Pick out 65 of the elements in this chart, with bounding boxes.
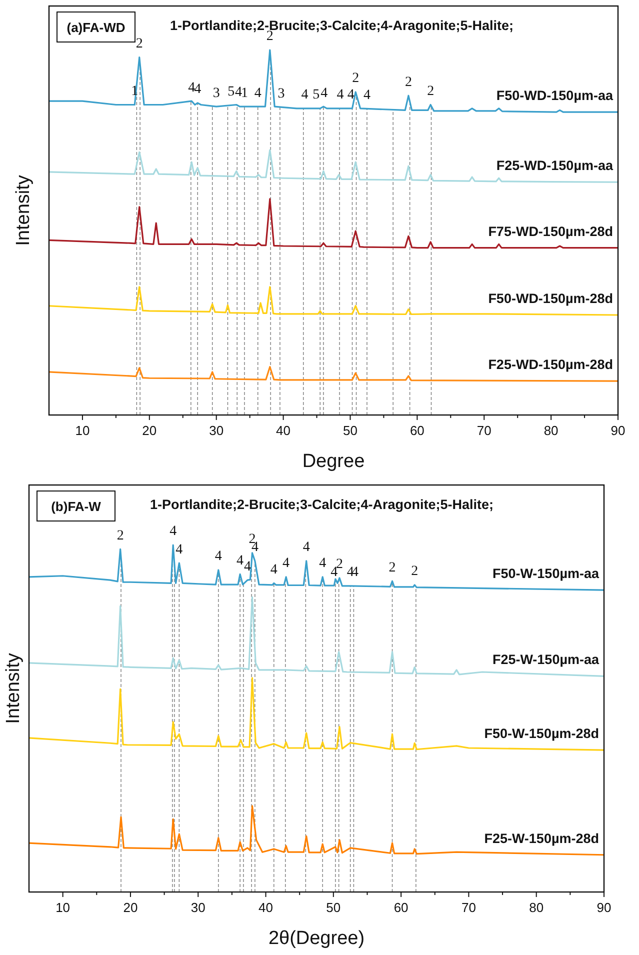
annotation: 2 bbox=[336, 557, 343, 572]
annotation: 5 bbox=[228, 84, 235, 100]
series-label: F25-W-150µm-28d bbox=[484, 830, 599, 846]
x-tick-label: 80 bbox=[529, 900, 544, 915]
annotation: 3 bbox=[212, 86, 220, 101]
chart-title: (a)FA-WD bbox=[66, 20, 126, 35]
annotation: 3 bbox=[278, 86, 285, 102]
x-tick-label: 90 bbox=[596, 900, 612, 915]
annotation: 4 bbox=[319, 556, 326, 572]
annotation: 2 bbox=[404, 74, 412, 90]
annotation: 4 bbox=[254, 86, 262, 101]
annotation: 4 bbox=[214, 549, 222, 564]
annotation: 1 bbox=[240, 86, 248, 101]
annotation: 4 bbox=[170, 524, 177, 540]
annotation: 2 bbox=[411, 564, 418, 580]
x-axis-title: 2θ(Degree) bbox=[268, 928, 365, 949]
x-tick-label: 20 bbox=[123, 900, 138, 915]
x-tick-label: 70 bbox=[476, 423, 492, 438]
series-label: F50-W-150µm-aa bbox=[492, 566, 600, 582]
x-tick-label: 20 bbox=[142, 423, 157, 438]
annotation: 4 bbox=[336, 88, 344, 103]
annotation: 2 bbox=[427, 84, 434, 99]
x-axis-title: Degree bbox=[302, 451, 365, 472]
annotation: 4 bbox=[320, 86, 328, 102]
chart-title: (b)FA-W bbox=[51, 499, 102, 514]
x-tick-label: 70 bbox=[461, 900, 476, 915]
series-label: F25-W-150µm-aa bbox=[492, 652, 600, 668]
annotation: 4 bbox=[282, 556, 290, 572]
series-label: F50-W-150µm-28d bbox=[484, 726, 599, 742]
x-tick-label: 30 bbox=[190, 900, 206, 915]
series-label: F25-WD-150µm-aa bbox=[496, 158, 614, 174]
annotation: 4 bbox=[176, 542, 183, 558]
y-axis-title: Intensity bbox=[13, 174, 34, 246]
annotation: 4 bbox=[236, 553, 244, 568]
series-label: F25-WD-150µm-28d bbox=[488, 357, 613, 372]
annotation: 2 bbox=[116, 528, 124, 544]
annotation: 2 bbox=[136, 36, 143, 52]
annotation: 5 bbox=[312, 88, 320, 103]
x-tick-label: 30 bbox=[209, 423, 224, 438]
x-tick-label: 10 bbox=[75, 423, 90, 438]
annotation: 4 bbox=[188, 80, 196, 96]
series-label: F75-WD-150µm-28d bbox=[488, 224, 613, 239]
x-tick-label: 50 bbox=[343, 423, 358, 438]
annotation: 4 bbox=[363, 88, 370, 103]
y-axis-title: Intensity bbox=[3, 652, 24, 724]
annotation: 4 bbox=[234, 85, 242, 100]
x-tick-label: 60 bbox=[410, 423, 424, 438]
text: 1-Portlandite;2-Brucite;3-Calcite;4-Aragonite;5-Halite; bbox=[150, 497, 494, 512]
annotation: 2 bbox=[352, 71, 360, 86]
series-label: F50-WD-150µm-28d bbox=[488, 290, 613, 306]
annotation: 4 bbox=[194, 82, 202, 98]
annotation: 2 bbox=[388, 560, 396, 576]
annotation: 4 bbox=[302, 540, 310, 556]
x-tick-label: 40 bbox=[258, 900, 273, 915]
x-tick-label: 10 bbox=[56, 900, 70, 915]
annotation: 4 bbox=[330, 564, 338, 580]
x-tick-label: 60 bbox=[394, 900, 408, 915]
x-tick-label: 40 bbox=[276, 423, 291, 438]
annotation: 4 bbox=[347, 88, 354, 103]
x-tick-label: 80 bbox=[544, 423, 558, 438]
x-tick-label: 50 bbox=[326, 900, 341, 915]
annotation: 4 bbox=[270, 562, 278, 578]
series-label: F50-WD-150µm-aa bbox=[496, 88, 614, 104]
x-tick-label: 90 bbox=[610, 423, 626, 438]
annotation: 4 bbox=[301, 88, 308, 103]
